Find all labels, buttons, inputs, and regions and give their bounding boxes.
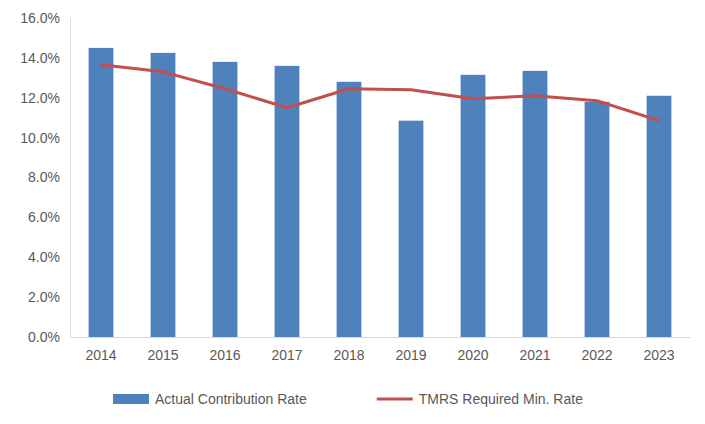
legend-swatch [377, 398, 413, 401]
y-tick: 16.0% [20, 10, 70, 26]
bar [89, 48, 114, 337]
y-tick-label: 10.0% [20, 130, 60, 146]
x-tick-label: 2018 [333, 347, 364, 363]
x-tick: 2017 [271, 337, 302, 363]
bar [399, 121, 424, 337]
y-tick-label: 6.0% [28, 209, 60, 225]
x-tick: 2016 [209, 337, 240, 363]
y-tick-label: 16.0% [20, 10, 60, 26]
legend: Actual Contribution Rate TMRS Required Mi… [113, 391, 583, 407]
x-tick-label: 2017 [271, 347, 302, 363]
bar [213, 62, 238, 337]
legend-label: TMRS Required Min. Rate [419, 391, 583, 407]
y-tick: 8.0% [28, 169, 70, 185]
x-axis-line [71, 337, 691, 338]
marks [89, 48, 672, 337]
x-tick: 2014 [85, 337, 116, 363]
x-tick: 2022 [581, 337, 612, 363]
x-tick: 2023 [643, 337, 674, 363]
x-tick-label: 2021 [519, 347, 550, 363]
y-tick: 14.0% [20, 50, 70, 66]
y-tick-label: 8.0% [28, 169, 60, 185]
x-tick-label: 2022 [581, 347, 612, 363]
x-tick-label: 2014 [85, 347, 116, 363]
y-tick-label: 12.0% [20, 90, 60, 106]
x-tick: 2015 [147, 337, 178, 363]
y-tick-label: 14.0% [20, 50, 60, 66]
bar-series [89, 48, 672, 337]
y-tick: 12.0% [20, 90, 70, 106]
x-axis: 2014 2015 2016 2017 2018 2019 2020 2021 2022 2023 [71, 337, 691, 363]
bar [585, 102, 610, 337]
y-tick: 2.0% [28, 289, 70, 305]
x-tick: 2021 [519, 337, 550, 363]
x-tick: 2019 [395, 337, 426, 363]
y-tick-label: 2.0% [28, 289, 60, 305]
chart: 0.0% 2.0% 4.0% 6.0% 8.0% 10.0% 12.0% 14.0% 16.0%… [0, 0, 705, 424]
legend-label: Actual Contribution Rate [155, 391, 307, 407]
x-tick-label: 2015 [147, 347, 178, 363]
y-tick: 10.0% [20, 130, 70, 146]
x-tick-label: 2019 [395, 347, 426, 363]
bar [523, 71, 548, 337]
x-tick-label: 2016 [209, 347, 240, 363]
bar [337, 82, 362, 337]
y-tick: 0.0% [28, 329, 70, 345]
legend-item: TMRS Required Min. Rate [377, 391, 583, 407]
y-axis-line [70, 19, 71, 338]
bar [647, 96, 672, 337]
y-axis: 0.0% 2.0% 4.0% 6.0% 8.0% 10.0% 12.0% 14.0% 16.0% [20, 10, 70, 345]
x-tick: 2020 [457, 337, 488, 363]
line [101, 65, 659, 121]
y-tick-label: 0.0% [28, 329, 60, 345]
y-tick: 6.0% [28, 209, 70, 225]
legend-item: Actual Contribution Rate [113, 391, 307, 407]
x-tick-label: 2023 [643, 347, 674, 363]
x-tick: 2018 [333, 337, 364, 363]
plot: 0.0% 2.0% 4.0% 6.0% 8.0% 10.0% 12.0% 14.0% 16.0%… [20, 10, 690, 363]
bar [461, 75, 486, 337]
y-tick: 4.0% [28, 249, 70, 265]
legend-swatch [113, 394, 149, 404]
y-tick-label: 4.0% [28, 249, 60, 265]
bar [151, 53, 176, 337]
x-tick-label: 2020 [457, 347, 488, 363]
